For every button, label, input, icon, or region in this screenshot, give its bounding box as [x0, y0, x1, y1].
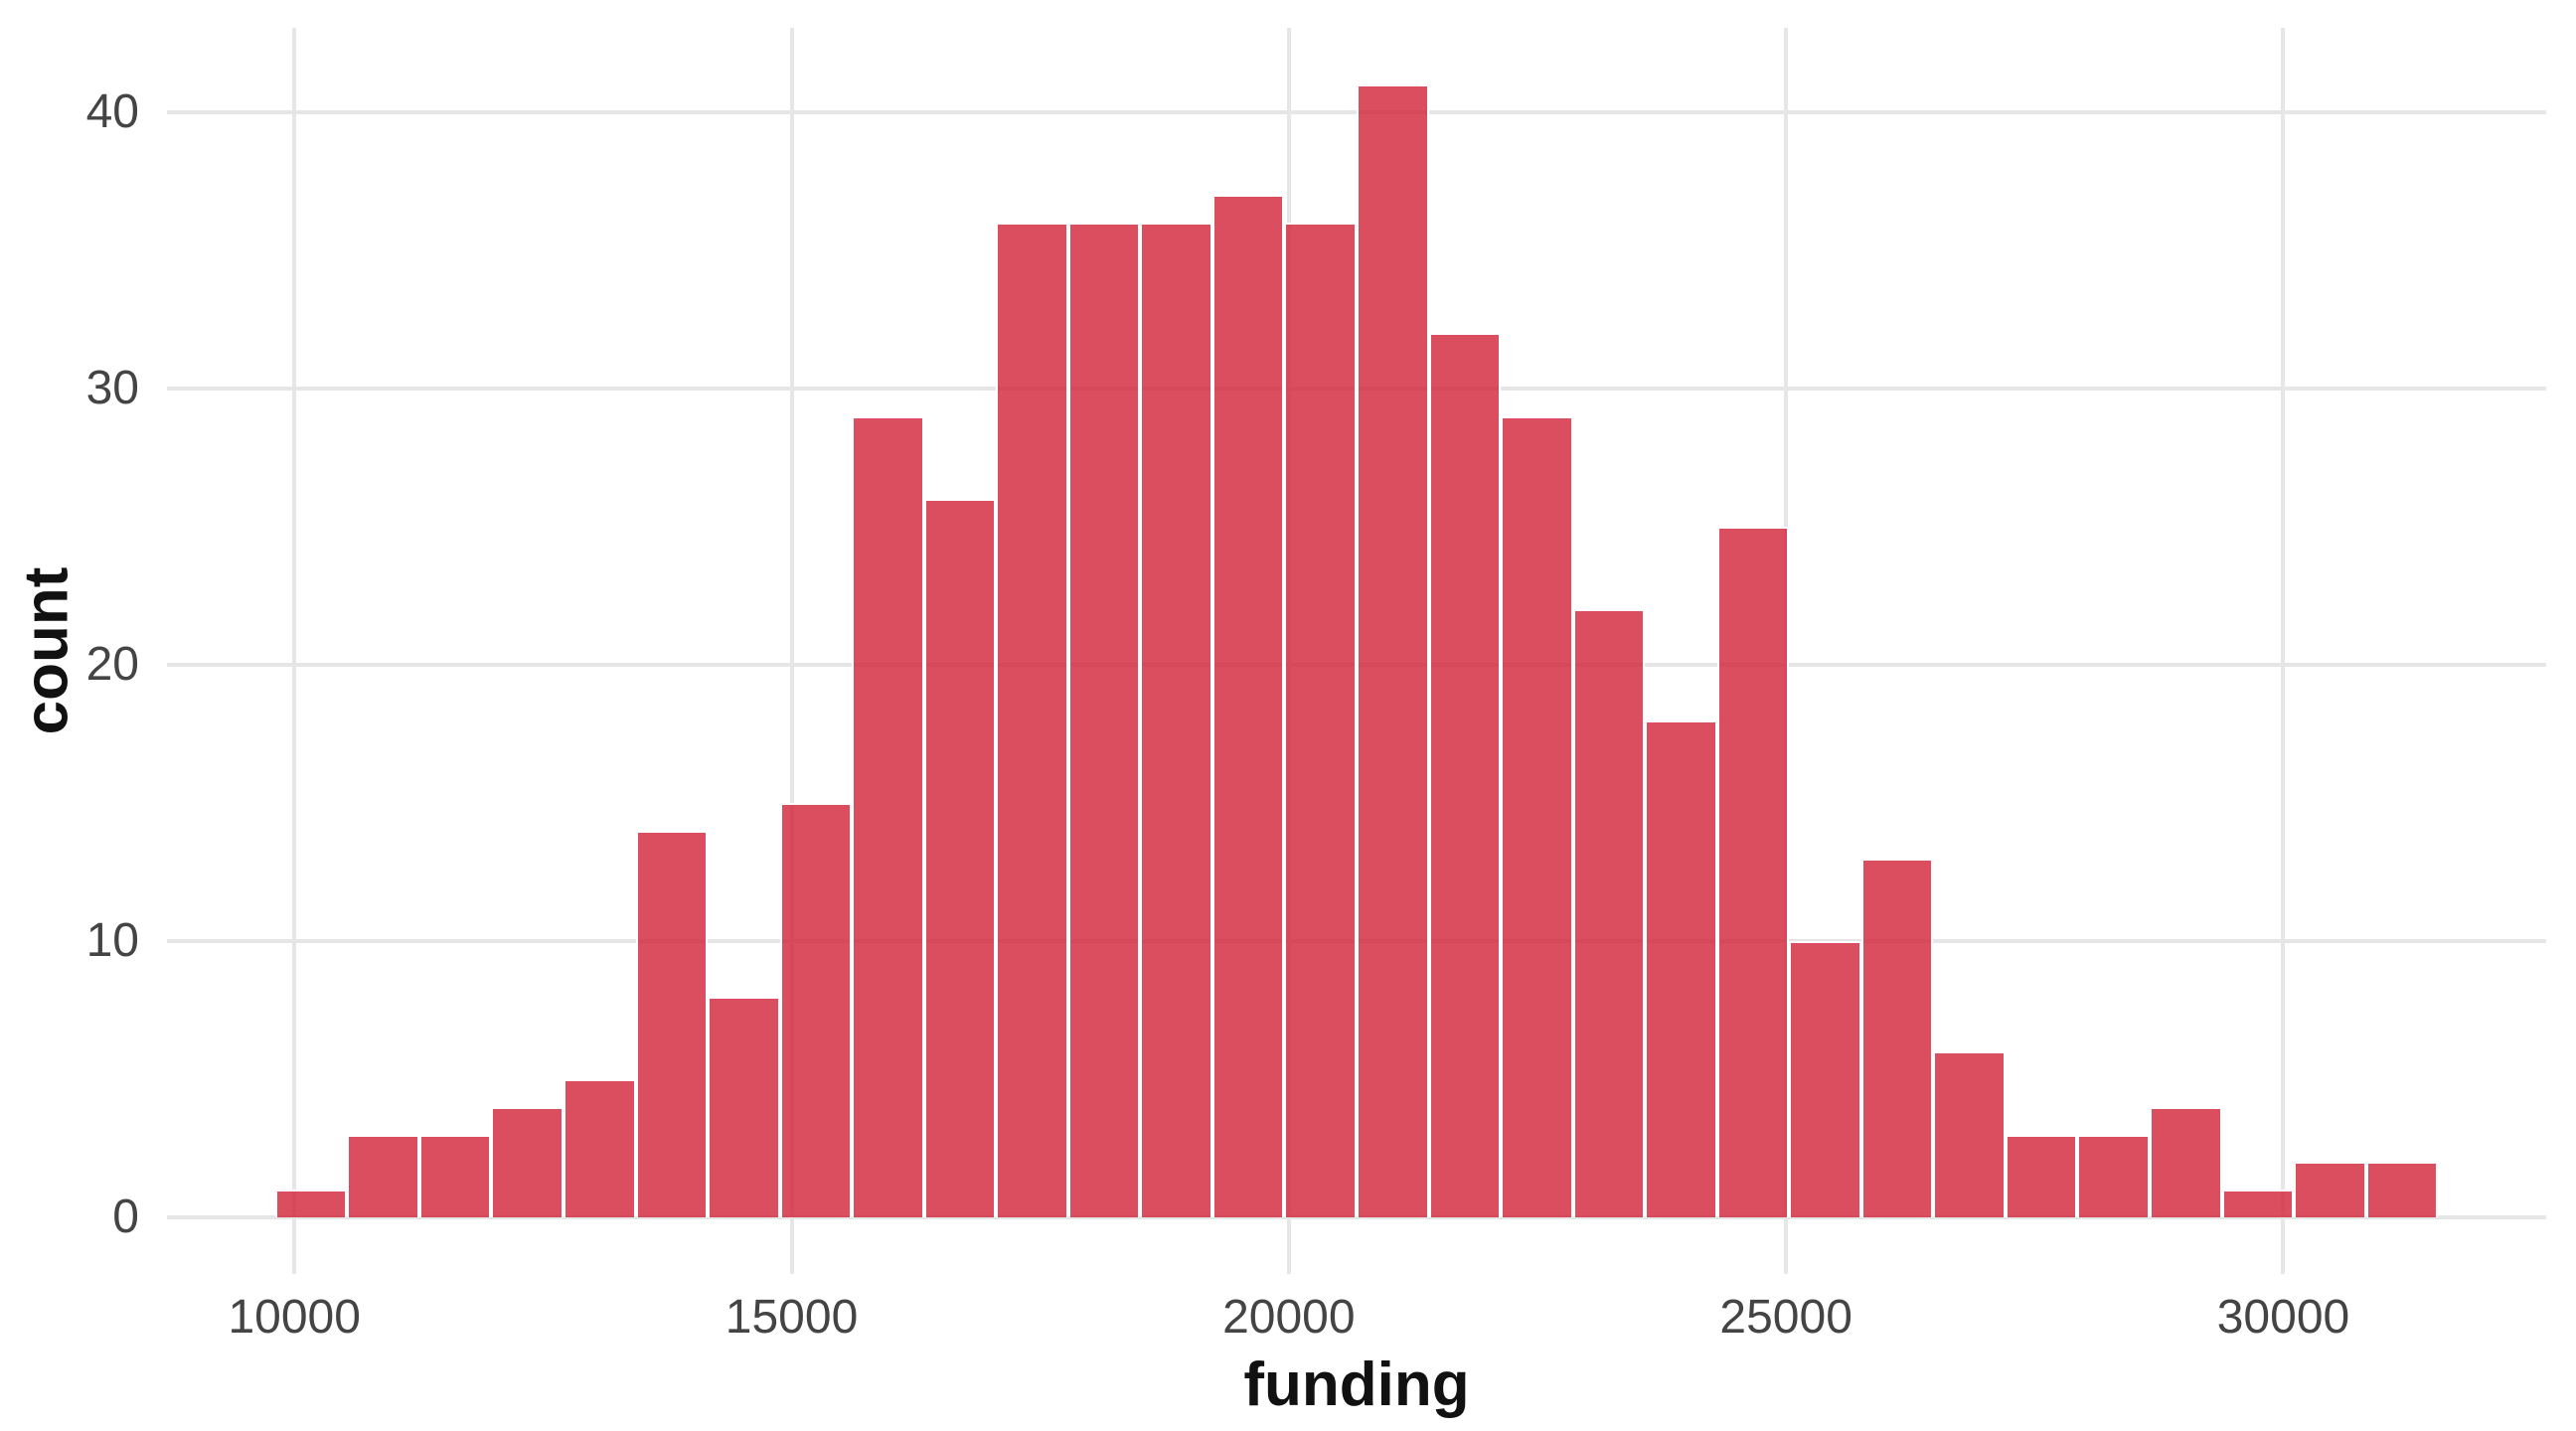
- x-tick-label: 10000: [228, 1291, 361, 1344]
- histogram-bar: [1140, 223, 1212, 1217]
- histogram-bar: [1933, 1051, 2006, 1217]
- histogram-bar: [564, 1078, 636, 1217]
- y-tick-label: 30: [85, 361, 139, 414]
- y-tick-label: 40: [85, 84, 139, 138]
- histogram-bar: [1067, 223, 1141, 1217]
- histogram-bar: [1645, 719, 1717, 1217]
- histogram-bar: [1284, 223, 1357, 1217]
- histogram-bar: [1572, 609, 1646, 1217]
- y-tick-label: 10: [85, 913, 139, 967]
- histogram-bar: [1211, 195, 1285, 1217]
- histogram-bar: [996, 223, 1068, 1217]
- histogram-bar: [347, 1134, 419, 1217]
- histogram-bar: [2005, 1134, 2078, 1217]
- x-tick-label: 30000: [2216, 1291, 2350, 1344]
- histogram-bar: [2077, 1134, 2150, 1217]
- plot-panel: [167, 28, 2546, 1274]
- x-gridline: [292, 28, 297, 1274]
- x-tick-label: 25000: [1719, 1291, 1852, 1344]
- y-tick-label: 20: [85, 637, 139, 691]
- histogram-bar: [1428, 333, 1502, 1217]
- histogram-bar: [852, 415, 924, 1217]
- y-axis-title: count: [12, 566, 81, 735]
- histogram-bar: [2294, 1162, 2366, 1217]
- histogram-bar: [708, 996, 780, 1217]
- histogram-bar: [491, 1106, 564, 1217]
- x-gridline: [2281, 28, 2286, 1274]
- y-gridline: [167, 1215, 2546, 1219]
- histogram-bar: [2365, 1162, 2439, 1217]
- x-axis-title: funding: [1243, 1351, 1470, 1419]
- histogram-bar: [779, 802, 853, 1217]
- x-gridline: [789, 28, 794, 1274]
- histogram-bar: [1716, 526, 1790, 1217]
- histogram-bar: [2221, 1190, 2295, 1217]
- histogram-bar: [1501, 415, 1573, 1217]
- histogram-bar: [2150, 1106, 2222, 1217]
- x-tick-label: 20000: [1222, 1291, 1356, 1344]
- histogram-bar: [1789, 940, 1861, 1217]
- y-tick-label: 0: [112, 1191, 139, 1243]
- histogram-bar: [1357, 84, 1429, 1217]
- histogram-bar: [1860, 858, 1934, 1217]
- histogram-bar: [635, 830, 709, 1217]
- histogram-bar: [923, 499, 997, 1217]
- histogram-bar: [274, 1190, 348, 1217]
- histogram-bar: [418, 1134, 492, 1217]
- x-tick-label: 15000: [724, 1291, 859, 1344]
